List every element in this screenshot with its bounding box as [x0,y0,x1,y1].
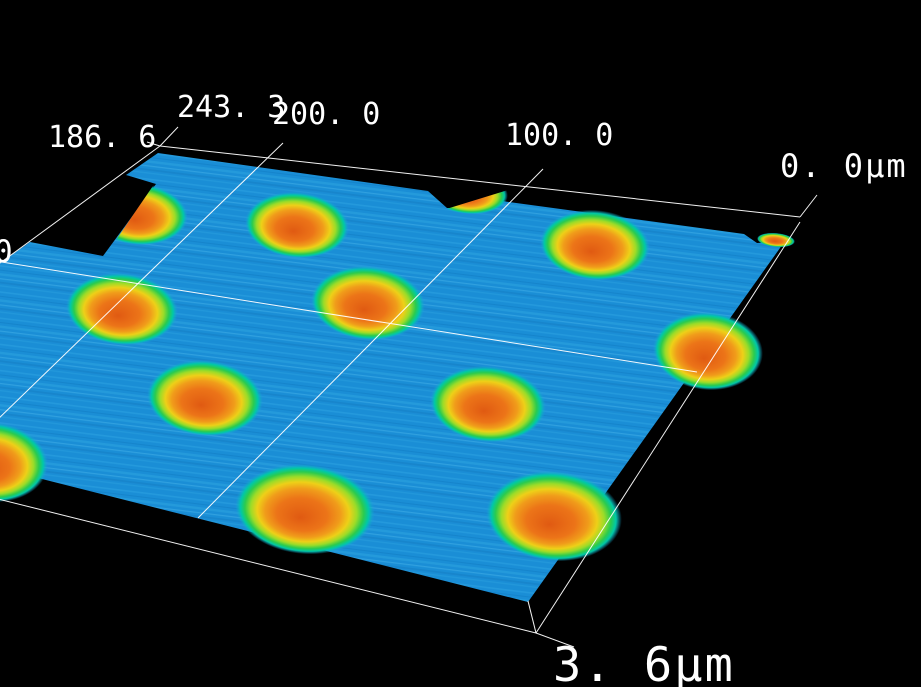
surface-bump [235,463,375,555]
wireframe-line [159,126,179,147]
wireframe-line [146,141,161,147]
axis-label-x-200: 200. 0 [272,97,380,132]
surface-bump [653,311,763,391]
surface-bump [430,365,546,443]
surface-bump [0,421,48,503]
wireframe-line [527,600,537,634]
surface-bump [486,470,622,562]
surface-bump [540,209,650,281]
grid-line [0,142,284,418]
surface-bump [757,232,795,248]
axis-label-y-186: 186. 6 [48,120,156,155]
wireframe-line [535,632,575,648]
surface-bump [311,265,425,341]
axis-label-x-100: 100. 0 [505,118,613,153]
grid-line [197,168,544,519]
axis-label-x-0: 0. 0μm [780,147,908,185]
surface-bump [147,359,263,437]
axis-label-y-100-partial: 0 [0,234,13,270]
surface-bump [245,191,349,259]
wireframe-line [0,498,537,634]
wireframe-line [799,194,818,218]
wireframe-line [159,145,801,218]
axis-label-z-36: 3. 6μm [553,638,735,687]
axis-label-x-243: 243. 3 [177,90,285,125]
wireframe-line [535,221,801,634]
grid-line [0,261,698,373]
surface-bump [66,272,178,346]
